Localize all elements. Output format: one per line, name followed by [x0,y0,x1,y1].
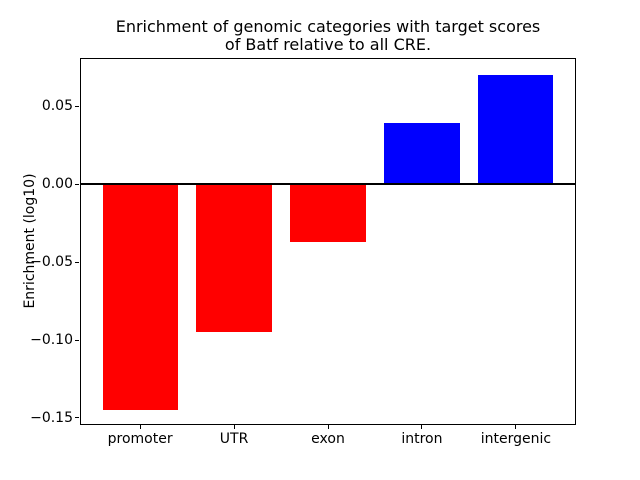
bar-intergenic [478,75,554,185]
x-tick-label-intron: intron [401,431,443,447]
y-axis-label: Enrichment (log10) [22,173,38,309]
x-tick-label-UTR: UTR [219,431,249,447]
y-tick-mark [75,105,79,107]
bar-intron [384,123,460,185]
y-tick-mark [75,417,79,419]
x-tick-label-exon: exon [311,431,345,447]
y-tick-label: −0.10 [30,332,73,349]
y-tick-label: 0.05 [41,98,73,115]
x-tick-mark [139,425,141,429]
x-tick-mark [327,425,329,429]
y-tick-label: 0.00 [41,176,73,193]
chart-title: Enrichment of genomic categories with ta… [115,17,541,54]
y-tick-mark [75,183,79,185]
x-tick-mark [233,425,235,429]
y-tick-mark [75,261,79,263]
y-tick-label: −0.15 [30,409,73,426]
x-tick-label-promoter: promoter [107,431,173,447]
x-tick-label-intergenic: intergenic [480,431,552,447]
x-tick-mark [421,425,423,429]
bar-UTR [196,184,272,333]
bar-promoter [102,184,178,411]
x-tick-mark [515,425,517,429]
bar-exon [290,184,366,242]
y-tick-label: −0.05 [30,254,73,271]
y-tick-mark [75,339,79,341]
zero-line [80,183,576,186]
